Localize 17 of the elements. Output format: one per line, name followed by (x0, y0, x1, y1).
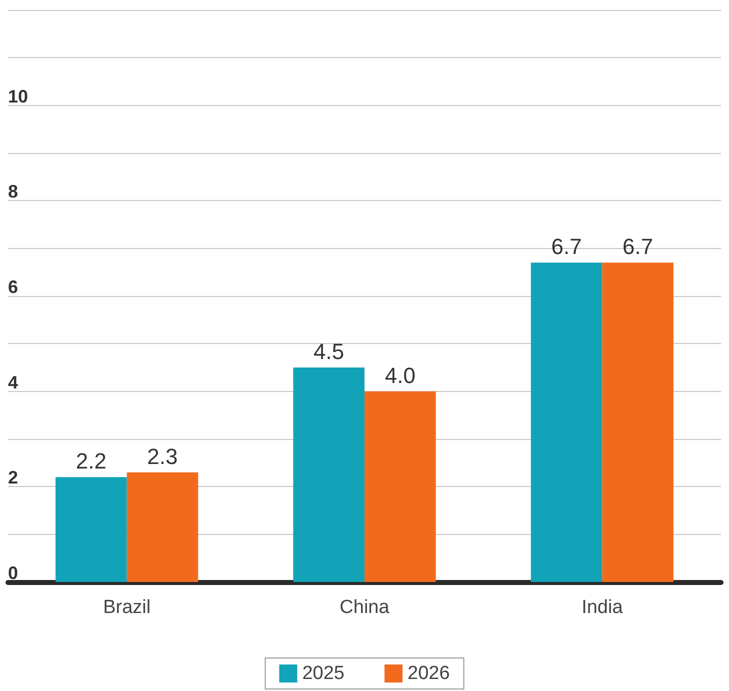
data-label: 6.7 (622, 234, 654, 260)
data-label: 6.7 (551, 234, 582, 260)
y-tick-label: 10 (8, 86, 28, 106)
y-tick-label: 6 (8, 277, 18, 297)
y-tick-label: 2 (8, 468, 18, 488)
x-tick-label: India (582, 597, 624, 618)
legend-label: 2026 (408, 663, 450, 684)
y-tick-label: 4 (8, 372, 18, 392)
data-label: 4.5 (314, 339, 344, 364)
data-label: 4.0 (384, 362, 416, 388)
x-tick-label: Brazil (103, 597, 151, 618)
legend-label: 2025 (302, 663, 345, 684)
x-tick-label: China (340, 597, 390, 618)
data-label: 2.3 (147, 444, 178, 469)
data-label: 2.2 (76, 448, 106, 474)
y-tick-label: 0 (8, 563, 18, 583)
y-tick-label: 8 (8, 182, 18, 202)
